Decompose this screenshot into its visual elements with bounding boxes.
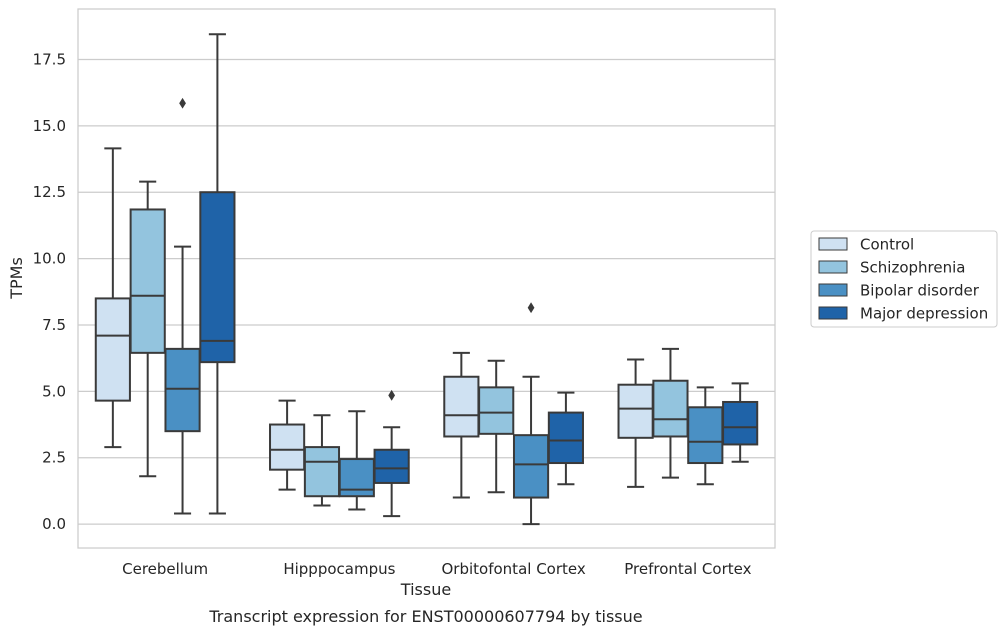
box-group	[512, 302, 550, 526]
box-iqr	[303, 446, 341, 498]
legend-swatch	[818, 283, 848, 297]
box-group	[164, 97, 201, 515]
x-tick-label: Cerebellum	[122, 560, 208, 578]
box-iqr	[478, 386, 515, 435]
box-iqr	[373, 448, 410, 484]
y-tick-label: 5.0	[42, 382, 66, 400]
box-iqr	[94, 297, 131, 402]
y-tick-label: 0.0	[42, 515, 66, 533]
box-group	[617, 358, 654, 488]
box-iqr	[617, 383, 654, 439]
box-iqr	[547, 411, 584, 465]
x-tick-label: Orbitofontal Cortex	[442, 560, 586, 578]
y-tick-labels: 0.0 2.5 5.0 7.5 10.0 12.5 15.0 17.5	[33, 50, 66, 533]
legend: Control Schizophrenia Bipolar disorder Majo…	[810, 230, 998, 328]
box-group	[547, 391, 584, 486]
outlier-point	[179, 97, 186, 109]
x-axis-label: Tissue	[400, 580, 451, 599]
box-iqr	[652, 379, 689, 438]
legend-label: Bipolar disorder	[860, 282, 980, 300]
plot-frame	[77, 8, 776, 549]
x-tick-labels: Cerebellum Hipppocampus Orbitofontal Corte…	[122, 560, 751, 578]
outlier-point	[388, 389, 396, 401]
outlier-point	[527, 302, 535, 314]
box-group	[338, 410, 375, 511]
x-tick-label: Hipppocampus	[283, 560, 395, 578]
x-tick-label: Prefrontal Cortex	[624, 560, 751, 578]
box-iqr	[443, 375, 480, 438]
y-tick-label: 10.0	[33, 250, 66, 268]
box-iqr	[199, 191, 236, 364]
box-group	[373, 389, 410, 518]
box-group	[199, 33, 236, 515]
box-group	[652, 347, 689, 479]
y-tick-label: 15.0	[33, 117, 66, 135]
y-tick-label: 12.5	[33, 183, 66, 201]
y-axis-label: TPMs	[7, 257, 26, 300]
box-iqr	[129, 208, 166, 354]
box-group	[129, 180, 166, 478]
box-iqr	[164, 347, 201, 433]
box-group	[94, 147, 131, 449]
box-groups	[94, 33, 759, 526]
box-iqr	[338, 458, 375, 498]
box-iqr	[722, 400, 759, 446]
figure-caption: Transcript expression for ENST0000060779…	[208, 607, 642, 626]
legend-swatch	[818, 306, 848, 320]
legend-label: Major depression	[860, 305, 988, 323]
y-tick-label: 2.5	[42, 449, 66, 467]
box-group	[303, 414, 341, 507]
box-group	[443, 351, 480, 499]
y-tick-label: 17.5	[33, 50, 66, 68]
box-iqr	[687, 406, 724, 465]
legend-swatch	[818, 237, 848, 251]
y-tick-label: 7.5	[42, 316, 66, 334]
legend-label: Control	[860, 236, 914, 254]
box-group	[478, 359, 515, 494]
box-iqr	[512, 434, 550, 499]
box-group	[722, 382, 759, 463]
legend-frame	[810, 230, 998, 328]
box-group	[687, 386, 724, 486]
legend-swatch	[818, 260, 848, 274]
box-iqr	[269, 423, 306, 471]
legend-label: Schizophrenia	[860, 259, 965, 277]
